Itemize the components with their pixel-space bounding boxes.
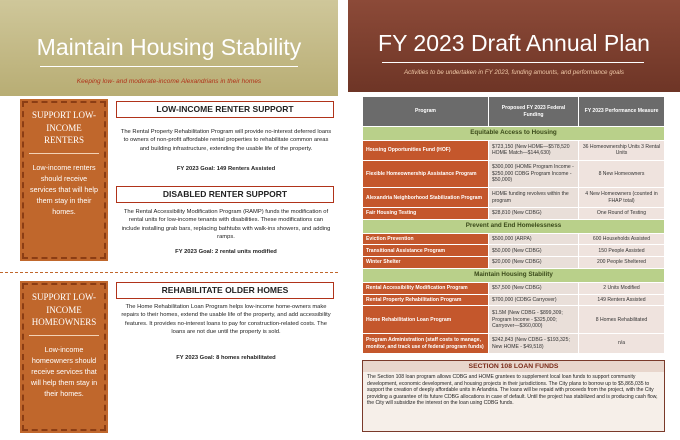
header-row: Program Proposed FY 2023 Federal Funding F… — [362, 96, 665, 127]
group-row: Prevent and End Homelessness — [362, 218, 665, 234]
left-subtitle: Keeping low- and moderate-income Alexand… — [76, 78, 262, 85]
table-row: Housing Opportunities Fund (HOF) $723,150… — [362, 139, 665, 161]
measure-cell: 200 People Sheltered — [578, 256, 665, 270]
group-row: Equitable Access to Housing — [362, 126, 665, 141]
program-cell: Fair Housing Testing — [362, 207, 489, 220]
group-heading: Equitable Access to Housing — [362, 126, 665, 141]
measure-cell: 8 Homes Rehabilitated — [578, 305, 665, 335]
funding-cell: $500,000 (ARPA) — [488, 232, 579, 246]
table-row: Transitional Assistance Program $50,000 (… — [362, 244, 665, 258]
left-header — [0, 0, 338, 96]
group-heading: Prevent and End Homelessness — [362, 218, 665, 234]
section-108: SECTION 108 LOAN FUNDS The Section 108 lo… — [362, 360, 665, 432]
sidebar-heading: SUPPORT LOW-INCOME HOMEOWNERS — [29, 291, 99, 336]
funding-cell: $50,000 (New CDBG) — [488, 244, 579, 258]
right-subtitle: Activities to be undertaken in FY 2023, … — [403, 69, 625, 76]
program-cell: Alexandria Neighborhood Stabilization Pr… — [362, 187, 489, 209]
table-row: Home Rehabilitation Loan Program $1.5M (N… — [362, 305, 665, 335]
sidebar-text: Low-income renters should receive servic… — [30, 162, 98, 217]
funding-cell: $20,000 (New CDBG) — [488, 256, 579, 270]
group-heading: Maintain Housing Stability — [362, 268, 665, 283]
section-heading: LOW-INCOME RENTER SUPPORT — [116, 101, 334, 118]
measure-cell: 36 Homeownership Units 3 Rental Units — [578, 139, 665, 161]
section-heading: DISABLED RENTER SUPPORT — [116, 186, 334, 203]
program-cell: Program Administration (staff costs to m… — [362, 333, 489, 354]
program-cell: Transitional Assistance Program — [362, 244, 489, 258]
measure-cell: 150 People Assisted — [578, 244, 665, 258]
rule — [40, 66, 298, 67]
right-header — [348, 0, 680, 92]
measure-cell: 8 New Homeowners — [578, 159, 665, 189]
section-goal: FY 2023 Goal: 149 Renters Assisted — [176, 166, 276, 172]
funding-cell: $300,000 (HOME Program Income - $250,000… — [488, 159, 579, 189]
table-row: Winter Shelter $20,000 (New CDBG) 200 Peop… — [362, 256, 665, 270]
funding-cell: $242,843 (New CDBG - $193,325; New HOME … — [488, 333, 579, 354]
program-cell: Winter Shelter — [362, 256, 489, 270]
funding-cell: $28,810 (New CDBG) — [488, 207, 579, 220]
plan-table: Program Proposed FY 2023 Federal Funding F… — [362, 96, 665, 354]
measure-cell: 149 Renters Assisted — [578, 293, 665, 307]
funding-cell: $57,500 (New CDBG) — [488, 281, 579, 295]
left-title: Maintain Housing Stability — [36, 34, 302, 60]
measure-cell: 4 New Homeowners (counted in FHAP total) — [578, 187, 665, 209]
right-title: FY 2023 Draft Annual Plan — [378, 30, 650, 56]
program-cell: Rental Property Rehabilitation Program — [362, 293, 489, 307]
measure-cell: 600 Households Assisted — [578, 232, 665, 246]
column-header: FY 2023 Performance Measure — [578, 96, 665, 127]
sidebar: SUPPORT LOW-INCOME HOMEOWNERS Low-income … — [20, 281, 108, 433]
table-row: Eviction Prevention $500,000 (ARPA) 600 Ho… — [362, 232, 665, 246]
section-goal: FY 2023 Goal: 2 rental units modified — [175, 249, 277, 255]
funding-cell: HOME funding revolves within the program — [488, 187, 579, 209]
measure-cell: 2 Units Modified — [578, 281, 665, 295]
group-row: Maintain Housing Stability — [362, 268, 665, 283]
section-body: The Rental Accessibility Modification Pr… — [121, 209, 331, 241]
sidebar: SUPPORT LOW-INCOME RENTERS Low-income ren… — [20, 99, 108, 261]
rule — [382, 62, 644, 63]
measure-cell: One Round of Testing — [578, 207, 665, 220]
column-header: Proposed FY 2023 Federal Funding — [488, 96, 579, 127]
program-cell: Flexible Homeownership Assistance Progra… — [362, 159, 489, 189]
table-row: Program Administration (staff costs to m… — [362, 333, 665, 354]
column-header: Program — [362, 96, 489, 127]
sidebar-heading: SUPPORT LOW-INCOME RENTERS — [29, 109, 99, 154]
section-108-heading: SECTION 108 LOAN FUNDS — [363, 361, 664, 372]
table-row: Flexible Homeownership Assistance Progra… — [362, 159, 665, 189]
measure-cell: n/a — [578, 333, 665, 354]
program-cell: Housing Opportunities Fund (HOF) — [362, 139, 489, 161]
divider — [0, 272, 338, 273]
program-cell: Rental Accessibility Modification Progra… — [362, 281, 489, 295]
table-row: Alexandria Neighborhood Stabilization Pr… — [362, 187, 665, 209]
sidebar-text: Low-income homeowners should receive ser… — [30, 344, 98, 399]
program-cell: Eviction Prevention — [362, 232, 489, 246]
section-heading: REHABILITATE OLDER HOMES — [116, 282, 334, 299]
table-row: Rental Property Rehabilitation Program $7… — [362, 293, 665, 307]
funding-cell: $1.5M (New CDBG - $899,309; Program Inco… — [488, 305, 579, 335]
section-108-body: The Section 108 loan program allows CDBG… — [367, 374, 658, 407]
section-body: The Home Rehabilitation Loan Program hel… — [121, 304, 331, 336]
section-goal: FY 2023 Goal: 8 homes rehabilitated — [176, 355, 276, 361]
funding-cell: $700,000 (CDBG Carryover) — [488, 293, 579, 307]
table-row: Fair Housing Testing $28,810 (New CDBG) On… — [362, 207, 665, 220]
funding-cell: $723,150 (New HOME—$578,520 HOME Match—$… — [488, 139, 579, 161]
program-cell: Home Rehabilitation Loan Program — [362, 305, 489, 335]
table-row: Rental Accessibility Modification Progra… — [362, 281, 665, 295]
section-body: The Rental Property Rehabilitation Progr… — [120, 129, 332, 152]
